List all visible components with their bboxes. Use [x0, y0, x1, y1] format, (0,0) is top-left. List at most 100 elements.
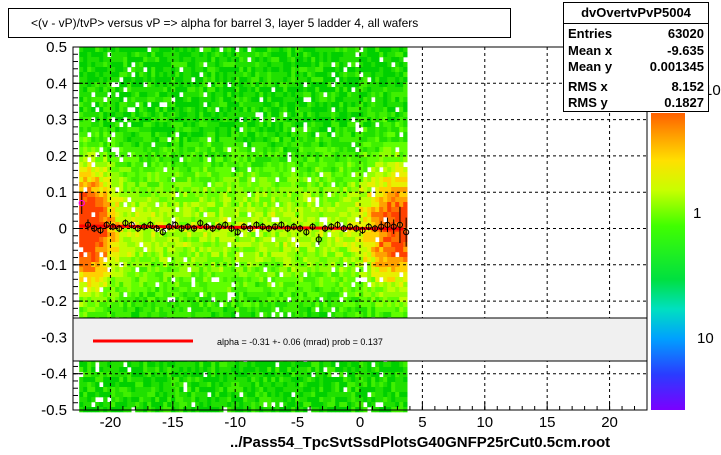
- heatmap-cell: [171, 162, 176, 168]
- heatmap-cell: [295, 157, 300, 163]
- heatmap-cell: [259, 212, 264, 218]
- heatmap-cell: [347, 187, 352, 193]
- heatmap-cell: [159, 252, 164, 258]
- heatmap-cell: [287, 52, 292, 58]
- heatmap-cell: [343, 382, 348, 388]
- heatmap-cell: [79, 367, 84, 373]
- heatmap-cell: [251, 182, 256, 188]
- heatmap-cell: [151, 247, 156, 253]
- heatmap-cell: [87, 137, 92, 143]
- heatmap-cell: [255, 252, 260, 258]
- heatmap-cell: [231, 107, 236, 113]
- heatmap-cell: [239, 172, 244, 178]
- heatmap-cell: [331, 282, 336, 288]
- heatmap-cell: [287, 207, 292, 213]
- heatmap-cell: [239, 62, 244, 68]
- heatmap-cell: [147, 137, 152, 143]
- heatmap-cell: [299, 382, 304, 388]
- heatmap-cell: [179, 112, 184, 118]
- heatmap-cell: [259, 267, 264, 273]
- heatmap-cell: [207, 207, 212, 213]
- heatmap-cell: [95, 67, 100, 73]
- heatmap-cell: [91, 147, 96, 153]
- heatmap-cell: [359, 207, 364, 213]
- heatmap-cell: [331, 382, 336, 388]
- heatmap-cell: [83, 97, 88, 103]
- heatmap-cell: [143, 282, 148, 288]
- heatmap-cell: [207, 312, 212, 318]
- heatmap-cell: [83, 237, 88, 243]
- heatmap-cell: [247, 392, 252, 398]
- heatmap-cell: [259, 87, 264, 93]
- heatmap-cell: [323, 252, 328, 258]
- heatmap-cell: [279, 92, 284, 98]
- heatmap-cell: [79, 52, 84, 58]
- heatmap-cell: [323, 277, 328, 283]
- heatmap-cell: [271, 127, 276, 133]
- heatmap-cell: [239, 287, 244, 293]
- heatmap-cell: [155, 72, 160, 78]
- heatmap-cell: [103, 237, 108, 243]
- heatmap-cell: [191, 247, 196, 253]
- heatmap-cell: [279, 387, 284, 393]
- heatmap-cell: [139, 277, 144, 283]
- heatmap-cell: [259, 82, 264, 88]
- heatmap-cell: [359, 222, 364, 228]
- heatmap-cell: [323, 202, 328, 208]
- heatmap-cell: [159, 177, 164, 183]
- heatmap-cell: [159, 162, 164, 168]
- heatmap-cell: [195, 67, 200, 73]
- heatmap-cell: [139, 377, 144, 383]
- heatmap-cell: [251, 62, 256, 68]
- heatmap-cell: [151, 157, 156, 163]
- heatmap-cell: [211, 92, 216, 98]
- heatmap-cell: [99, 62, 104, 68]
- heatmap-cell: [127, 112, 132, 118]
- heatmap-cell: [255, 212, 260, 218]
- heatmap-cell: [347, 197, 352, 203]
- heatmap-cell: [271, 177, 276, 183]
- heatmap-cell: [155, 372, 160, 378]
- heatmap-cell: [167, 277, 172, 283]
- heatmap-cell: [367, 97, 372, 103]
- heatmap-cell: [203, 382, 208, 388]
- heatmap-cell: [111, 187, 116, 193]
- heatmap-cell: [331, 67, 336, 73]
- heatmap-cell: [211, 47, 216, 53]
- heatmap-cell: [167, 87, 172, 93]
- heatmap-cell: [315, 267, 320, 273]
- heatmap-cell: [175, 227, 180, 233]
- heatmap-cell: [183, 157, 188, 163]
- heatmap-cell: [191, 292, 196, 298]
- heatmap-cell: [247, 292, 252, 298]
- heatmap-cell: [91, 307, 96, 313]
- heatmap-cell: [163, 397, 168, 403]
- heatmap-cell: [183, 367, 188, 373]
- heatmap-cell: [207, 272, 212, 278]
- heatmap-cell: [179, 102, 184, 108]
- heatmap-cell: [367, 127, 372, 133]
- heatmap-cell: [103, 222, 108, 228]
- heatmap-cell: [203, 242, 208, 248]
- heatmap-cell: [255, 142, 260, 148]
- heatmap-cell: [215, 212, 220, 218]
- heatmap-cell: [87, 362, 92, 368]
- heatmap-cell: [303, 162, 308, 168]
- heatmap-cell: [163, 202, 168, 208]
- heatmap-cell: [323, 132, 328, 138]
- heatmap-cell: [343, 162, 348, 168]
- heatmap-cell: [127, 307, 132, 313]
- heatmap-cell: [363, 177, 368, 183]
- heatmap-cell: [127, 132, 132, 138]
- heatmap-cell: [227, 172, 232, 178]
- heatmap-cell: [287, 272, 292, 278]
- heatmap-cell: [275, 152, 280, 158]
- heatmap-cell: [139, 372, 144, 378]
- heatmap-cell: [103, 52, 108, 58]
- heatmap-cell: [99, 97, 104, 103]
- heatmap-cell: [359, 257, 364, 263]
- heatmap-cell: [139, 312, 144, 318]
- heatmap-cell: [183, 147, 188, 153]
- heatmap-cell: [179, 72, 184, 78]
- heatmap-cell: [315, 62, 320, 68]
